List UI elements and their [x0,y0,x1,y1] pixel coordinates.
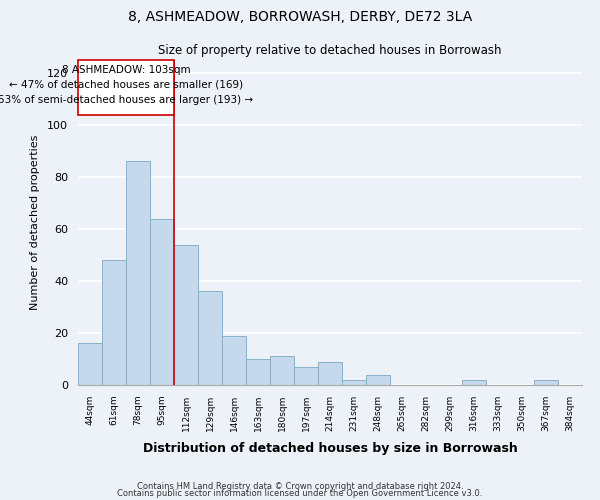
Bar [246,359,270,385]
Text: Contains public sector information licensed under the Open Government Licence v3: Contains public sector information licen… [118,490,482,498]
Bar [318,362,342,385]
Bar [198,292,222,385]
Bar [102,260,126,385]
Bar [294,367,318,385]
Bar [342,380,366,385]
Bar [126,162,150,385]
Bar [270,356,294,385]
Bar [150,218,174,385]
Bar [534,380,558,385]
Bar [174,244,198,385]
Bar [366,374,390,385]
Text: Contains HM Land Registry data © Crown copyright and database right 2024.: Contains HM Land Registry data © Crown c… [137,482,463,491]
Y-axis label: Number of detached properties: Number of detached properties [30,135,40,310]
Bar [78,344,102,385]
Bar [78,60,174,114]
Bar [222,336,246,385]
Text: 8 ASHMEADOW: 103sqm: 8 ASHMEADOW: 103sqm [62,66,190,76]
Bar [462,380,486,385]
Text: 53% of semi-detached houses are larger (193) →: 53% of semi-detached houses are larger (… [0,96,254,106]
Title: Size of property relative to detached houses in Borrowash: Size of property relative to detached ho… [158,44,502,58]
X-axis label: Distribution of detached houses by size in Borrowash: Distribution of detached houses by size … [143,442,517,455]
Text: ← 47% of detached houses are smaller (169): ← 47% of detached houses are smaller (16… [9,80,243,90]
Text: 8, ASHMEADOW, BORROWASH, DERBY, DE72 3LA: 8, ASHMEADOW, BORROWASH, DERBY, DE72 3LA [128,10,472,24]
